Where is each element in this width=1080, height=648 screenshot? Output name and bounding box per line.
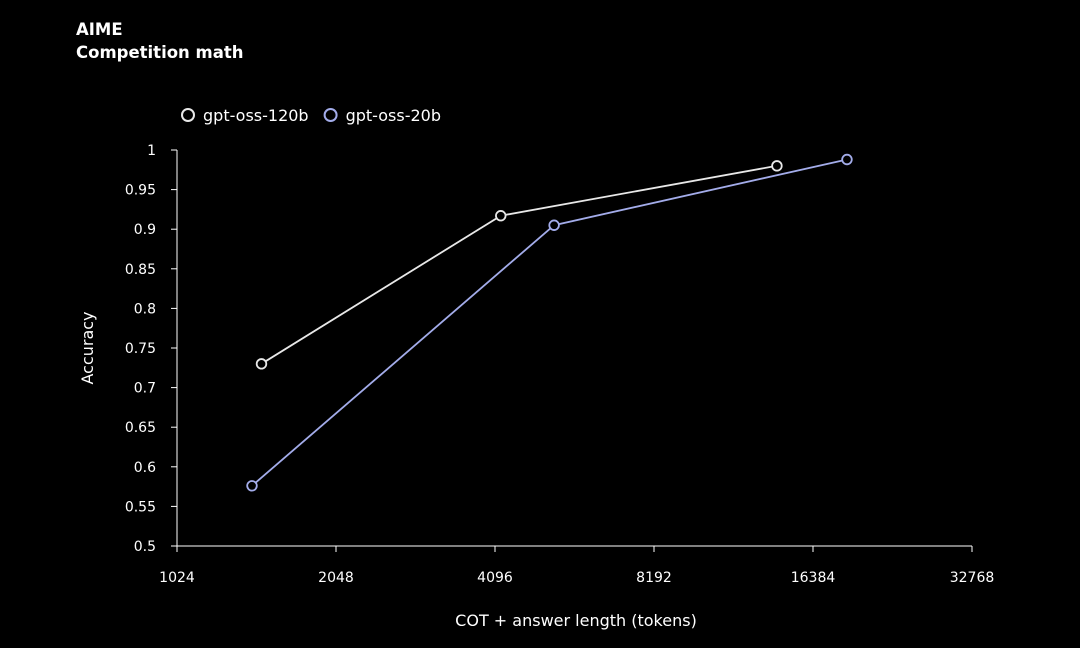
series-line <box>251 158 848 487</box>
legend-item: gpt-oss-20b <box>323 106 441 125</box>
x-tick-label: 2048 <box>318 570 354 586</box>
legend-label: gpt-oss-20b <box>346 106 441 125</box>
y-tick-label: 0.7 <box>134 381 156 397</box>
y-tick-label: 0.65 <box>125 420 156 436</box>
data-point <box>495 210 507 222</box>
legend: gpt-oss-120b gpt-oss-20b <box>181 106 441 125</box>
y-tick-label: 0.85 <box>125 262 156 278</box>
y-tick-label: 0.5 <box>134 539 156 555</box>
chart-subtitle: Competition math <box>76 43 244 62</box>
legend-marker <box>323 108 338 122</box>
axes: 0.5 0.55 0.6 0.65 0.7 0.75 0.8 0.85 0.9 0.95 1 1024… <box>125 143 994 586</box>
legend-label: gpt-oss-120b <box>203 106 309 125</box>
y-tick-label: 0.8 <box>134 301 156 317</box>
y-tick-label: 0.6 <box>134 460 156 476</box>
data-point <box>841 153 853 166</box>
series-line <box>261 164 778 365</box>
x-tick-label: 8192 <box>636 570 672 586</box>
y-tick-label: 0.95 <box>125 183 156 199</box>
chart-title-block: AIME Competition math <box>76 18 244 64</box>
legend-item: gpt-oss-120b <box>181 106 309 125</box>
y-axis-label: Accuracy <box>78 311 97 384</box>
legend-marker <box>181 108 195 122</box>
x-tick-label: 4096 <box>477 570 513 586</box>
y-tick-label: 1 <box>147 143 156 159</box>
series-gpt-oss-120b <box>255 160 783 370</box>
x-tick-label: 16384 <box>791 570 836 586</box>
series-gpt-oss-20b <box>246 153 853 492</box>
y-tick-label: 0.9 <box>134 222 156 238</box>
x-axis-label: COT + answer length (tokens) <box>455 611 697 630</box>
series-layer <box>246 153 853 492</box>
y-tick-label: 0.55 <box>125 499 156 515</box>
x-tick-label: 1024 <box>159 570 195 586</box>
data-point <box>246 480 258 492</box>
data-point <box>771 160 783 172</box>
x-tick-label: 32768 <box>950 570 995 586</box>
data-point <box>255 358 268 370</box>
y-tick-label: 0.75 <box>125 341 156 357</box>
data-point <box>548 219 560 231</box>
chart-title: AIME <box>76 20 123 39</box>
